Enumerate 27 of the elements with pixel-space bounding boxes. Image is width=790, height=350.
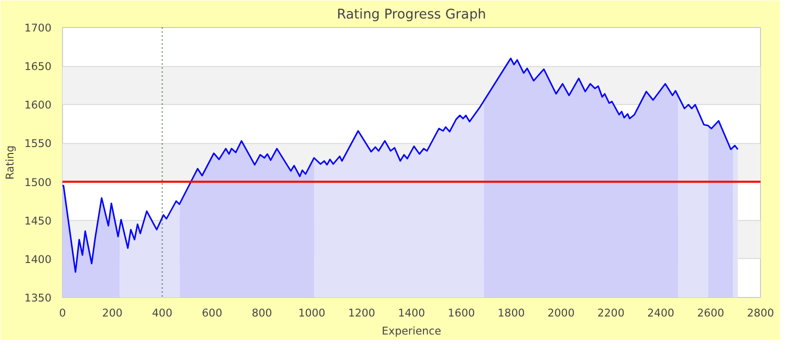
x-axis-title: Experience	[382, 324, 442, 338]
x-tick-label: 600	[202, 306, 222, 320]
x-tick-label: 800	[252, 306, 272, 320]
y-tick-label: 1650	[24, 60, 52, 74]
x-tick-label: 0	[59, 306, 66, 320]
y-tick-label: 1350	[24, 292, 52, 304]
y-tick-label: 1500	[24, 176, 52, 189]
x-tick-label: 2800	[746, 306, 774, 320]
y-tick-label: 1400	[24, 252, 52, 266]
x-tick-label: 400	[152, 306, 173, 320]
line-series	[62, 58, 739, 273]
y-tick-label: 1600	[24, 98, 52, 112]
x-tick-label: 1200	[348, 306, 376, 320]
x-tick-label: 200	[102, 306, 123, 320]
y-tick-label: 1450	[24, 214, 52, 228]
y-tick-label: 1550	[24, 137, 52, 150]
x-tick-label: 1400	[398, 306, 426, 320]
y-axis-title: Rating	[3, 145, 16, 180]
x-tick-label: 2200	[597, 306, 625, 320]
x-tick-label: 1600	[448, 306, 476, 320]
x-tick-label: 1000	[298, 306, 326, 320]
chart-title: Rating Progress Graph	[336, 8, 486, 22]
x-tick-label: 2600	[697, 306, 724, 320]
y-tick-label: 1700	[24, 22, 52, 34]
x-tick-label: 2400	[647, 306, 675, 320]
x-tick-label: 1800	[498, 306, 525, 320]
x-tick-label: 2000	[548, 306, 575, 320]
